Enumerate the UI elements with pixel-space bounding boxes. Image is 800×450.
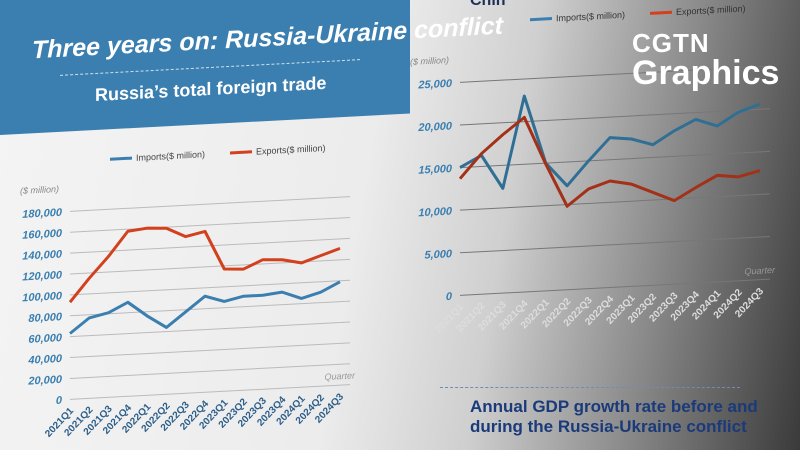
gridline [70,279,350,296]
y-tick-label: 5,000 [424,248,452,261]
trade-chart-left: ($ million) 0 20,000 40,000 60,000 80,000 100,… [0,140,360,448]
series-line-exports [458,115,761,208]
legend-swatch [530,17,552,22]
legend-swatch [230,150,252,155]
x-axis-label: Quarter [745,265,776,277]
y-tick-label: 40,000 [27,353,63,367]
y-tick-label: 15,000 [418,163,453,177]
y-tick-label: 10,000 [418,206,453,220]
gdp-section-title: Annual GDP growth rate before and during… [470,397,758,436]
y-tick-label: 80,000 [28,311,63,325]
trade-chart-right: ($ million) 0 5,000 10,000 15,000 20,000 25,00… [410,0,780,343]
unit-label: ($ million) [410,55,449,67]
y-tick-label: 25,000 [417,78,453,92]
y-tick-label: 0 [446,291,453,303]
legend-swatch [110,156,132,161]
chart-svg: ($ million) 0 20,000 40,000 60,000 80,000 100,… [20,143,356,440]
gridline [460,150,770,169]
legend-label: Imports($ million) [136,149,205,163]
series-line-imports [69,280,341,335]
legend-label: Exports($ million) [676,3,745,17]
y-tick-label: 20,000 [417,120,453,134]
y-tick-label: 160,000 [22,228,63,242]
gridline [70,196,350,212]
y-tick-label: 180,000 [22,207,63,221]
y-tick-label: 120,000 [22,269,63,283]
gridline [460,193,770,211]
header-banner: Three years on: Russia-Ukraine conflict … [0,0,503,135]
x-axis-label: Quarter [325,370,356,382]
y-tick-label: 140,000 [22,248,63,262]
cgtn-logo: CGTN Graphics [632,28,780,92]
legend-swatch [650,10,672,15]
gridline [70,217,350,233]
gridline [70,321,350,338]
gridline [70,342,350,359]
chart-svg: ($ million) 0 5,000 10,000 15,000 20,000 25,00… [410,3,776,335]
series-line-exports [68,226,341,304]
legend-label: Imports($ million) [556,10,625,24]
gridline [460,65,770,83]
unit-label: ($ million) [20,184,59,196]
y-tick-label: 0 [56,395,63,407]
gridline [70,237,350,254]
y-tick-label: 20,000 [27,374,63,388]
gridline [70,363,350,379]
legend-label: Exports($ million) [256,143,325,157]
section-divider [440,387,740,388]
series-line-imports [459,94,761,190]
gridline [460,236,770,254]
y-tick-label: 60,000 [28,332,63,346]
y-tick-label: 100,000 [22,290,63,304]
gridline [70,300,350,317]
gridline [460,278,770,296]
chart-title: Russia’s total foreign trade [95,72,327,106]
plot: ($ million) 0 20,000 40,000 60,000 80,000 100,… [20,143,356,440]
right-chart-title: Chin [470,0,506,9]
gridline [70,384,350,400]
gridline [460,108,770,126]
